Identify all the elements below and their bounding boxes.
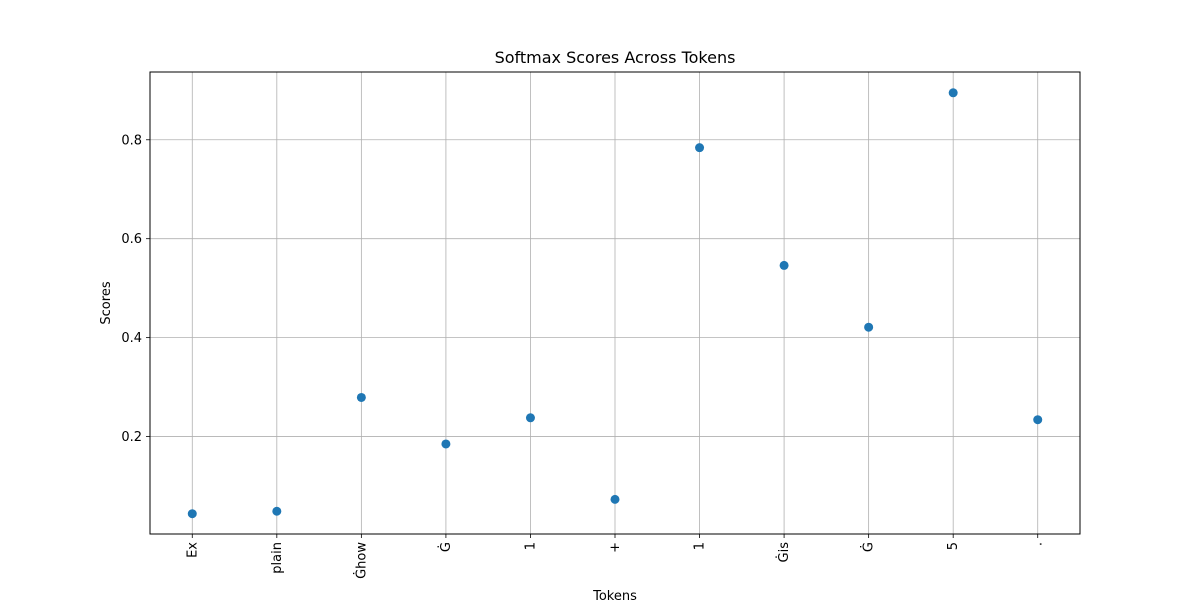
- y-tick-label: 0.8: [121, 133, 142, 148]
- data-point: [272, 506, 282, 516]
- x-tick-label: Ex: [185, 542, 200, 558]
- x-tick-label: +: [608, 542, 623, 553]
- data-point: [441, 439, 451, 449]
- x-tick-label: Ġhow: [352, 542, 369, 579]
- x-axis-label: Tokens: [592, 589, 637, 600]
- data-point: [187, 509, 197, 519]
- data-point: [356, 392, 366, 402]
- data-point: [610, 494, 620, 504]
- data-point: [864, 322, 874, 332]
- chart-title: Softmax Scores Across Tokens: [495, 48, 736, 67]
- data-point: [779, 260, 789, 270]
- y-tick-label: 0.4: [121, 331, 142, 346]
- x-tick-label: Ġ: [437, 542, 454, 552]
- data-point: [1033, 415, 1043, 425]
- x-tick-label: .: [1031, 542, 1046, 546]
- y-tick-label: 0.2: [121, 430, 142, 445]
- x-tick-label: Ġ: [860, 542, 877, 552]
- data-point: [948, 88, 958, 98]
- ticks-layer: Ex plain Ġhow Ġ 1 +1 Ġis Ġ 5. 0.2 0.4 0.6 0.8: [121, 133, 1045, 579]
- data-point: [525, 413, 535, 423]
- x-tick-label: 1: [693, 542, 708, 550]
- points-layer: [187, 88, 1043, 519]
- y-axis-label: Scores: [99, 281, 114, 324]
- x-tick-label: Ġis: [775, 542, 792, 563]
- y-tick-label: 0.6: [121, 232, 142, 247]
- x-tick-label: 1: [523, 542, 538, 550]
- grid-layer: [150, 72, 1080, 534]
- data-point: [695, 143, 705, 153]
- x-tick-label: plain: [270, 542, 285, 574]
- x-tick-label: 5: [946, 542, 961, 550]
